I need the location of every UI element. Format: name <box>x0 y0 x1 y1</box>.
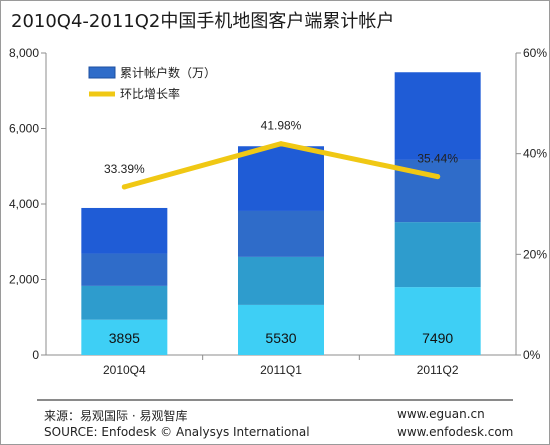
right-tick-label: 40% <box>523 147 547 161</box>
chart-svg: 0 2,000 4,000 6,000 8,000 0% 20% 40% 60% 2010Q4 3… <box>9 46 547 377</box>
x-tick-label: 2011Q1 <box>260 363 302 377</box>
left-tick-label: 4,000 <box>9 197 39 211</box>
footer-site-enfodesk: www.enfodesk.com <box>397 425 514 439</box>
left-tick-label: 8,000 <box>9 46 39 60</box>
bar-segment <box>394 287 481 355</box>
bar-value-label: 7490 <box>422 330 453 346</box>
bar-segment <box>238 146 324 211</box>
bar-segment <box>238 210 324 257</box>
bar-value-label: 5530 <box>265 330 296 346</box>
bar-segment <box>81 319 168 355</box>
bar-segment <box>81 285 168 320</box>
legend-swatch-bars <box>88 66 116 79</box>
left-tick-label: 2,000 <box>9 273 39 287</box>
right-tick-label: 20% <box>523 247 547 261</box>
growth-rate-label: 41.98% <box>261 119 302 133</box>
growth-rate-point <box>435 174 441 180</box>
right-tick-label: 60% <box>523 46 547 60</box>
chart-title: 2010Q4-2011Q2中国手机地图客户端累计帐户 <box>11 11 395 32</box>
x-tick-label: 2010Q4 <box>103 363 146 377</box>
footer-separator <box>37 399 513 401</box>
bar-value-label: 3895 <box>109 330 140 346</box>
bar-segment <box>394 222 481 288</box>
growth-rate-label: 35.44% <box>417 152 458 166</box>
bar-segment <box>238 304 324 355</box>
bar-segment <box>394 72 481 160</box>
left-tick-label: 0 <box>32 348 39 362</box>
left-tick-label: 6,000 <box>9 122 39 136</box>
bar-segment <box>81 207 168 254</box>
bar-segment <box>81 253 168 286</box>
growth-rate-label: 33.39% <box>104 162 145 176</box>
right-tick-label: 0% <box>523 348 541 362</box>
footer-site-eguan: www.eguan.cn <box>397 407 485 421</box>
growth-rate-point <box>121 184 127 190</box>
bar-segment <box>238 256 324 305</box>
x-tick-label: 2011Q2 <box>417 363 459 377</box>
growth-rate-point <box>278 141 284 147</box>
footer-source-en: SOURCE: Enfodesk © Analysys Internationa… <box>44 425 310 439</box>
legend-label-line: 环比增长率 <box>120 86 180 101</box>
legend-label-bars: 累计帐户数（万） <box>120 65 216 80</box>
footer-source-cn: 来源：易观国际 · 易观智库 <box>44 409 188 423</box>
